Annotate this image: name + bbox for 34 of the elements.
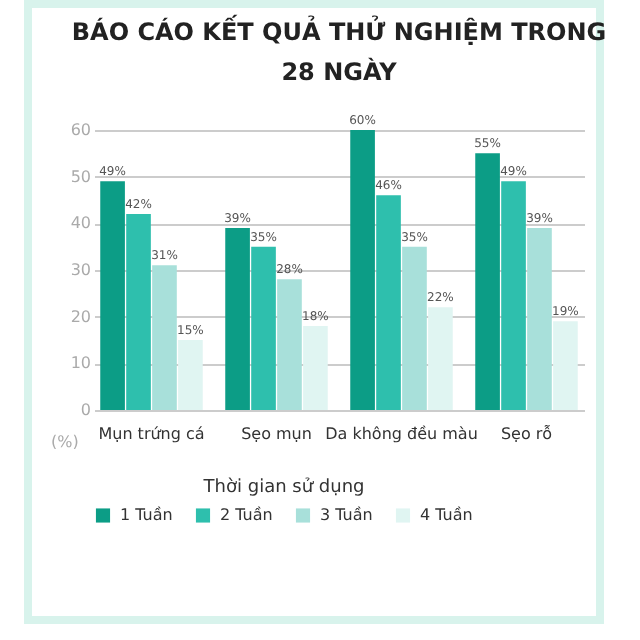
x-tick-label: Sẹo mụn — [241, 425, 312, 443]
y-tick-label: 40 — [70, 214, 91, 233]
bar — [527, 228, 552, 410]
y-tick-label: 60 — [70, 121, 91, 139]
bar — [376, 195, 401, 410]
x-tick-label: Sẹo rỗ — [500, 425, 553, 443]
legend-label: 4 Tuần — [420, 505, 473, 524]
bar — [553, 321, 578, 410]
bar — [251, 246, 276, 410]
y-tick-label: 0 — [80, 401, 91, 419]
x-tick-label: Mụn trứng cá — [98, 425, 205, 443]
bar — [152, 265, 177, 410]
bar — [225, 228, 250, 410]
bar — [501, 181, 526, 410]
bar — [277, 279, 302, 410]
y-axis-title: (%) — [51, 433, 79, 451]
bar — [350, 130, 375, 410]
x-tick-label: Da không đều màu — [325, 425, 478, 443]
legend-label: 1 Tuần — [120, 505, 173, 524]
bar — [428, 307, 453, 410]
bar — [100, 181, 125, 410]
y-tick-label: 30 — [70, 261, 91, 279]
bar — [303, 326, 328, 410]
legend-label: 2 Tuần — [220, 505, 273, 524]
y-tick-label: 20 — [70, 307, 91, 326]
legend-title: Thời gian sử dụng — [201, 476, 365, 498]
bar — [178, 340, 203, 410]
chart-title: BÁO CÁO KẾT QUẢ THỬ NGHIỆM TRONG 28 NGÀY — [71, 14, 607, 86]
y-tick-label: 10 — [70, 354, 91, 373]
bar — [402, 246, 427, 410]
legend-label: 3 Tuần — [320, 505, 373, 524]
bar — [475, 153, 500, 410]
bar — [126, 214, 151, 410]
y-tick-label: 50 — [70, 167, 91, 186]
